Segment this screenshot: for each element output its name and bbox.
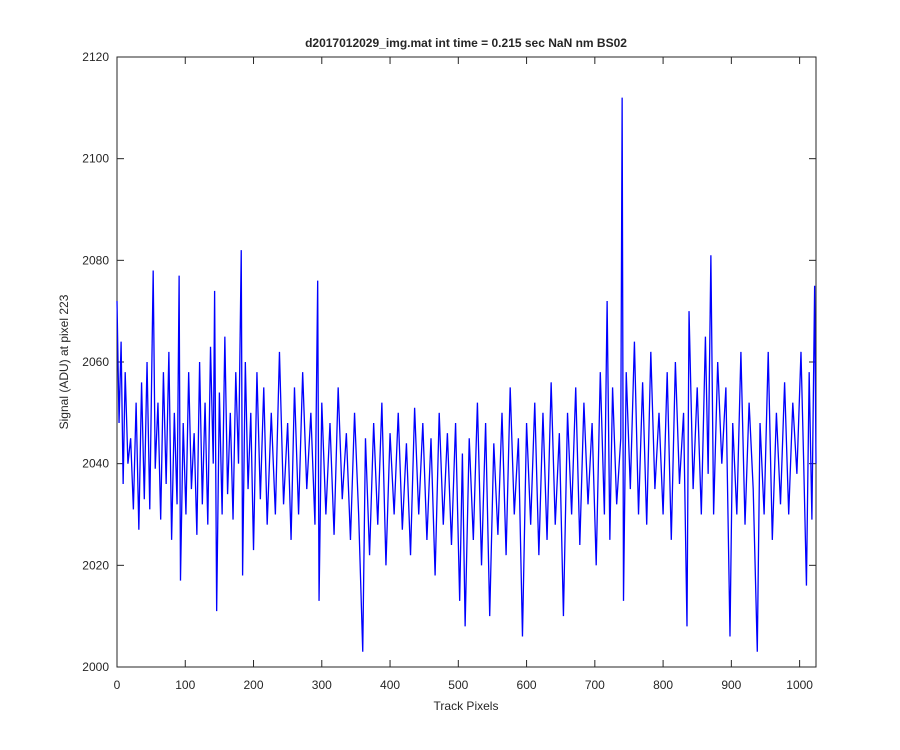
x-tick-label: 400	[380, 678, 400, 692]
y-tick-label: 2060	[82, 355, 109, 369]
chart-title: d2017012029_img.mat int time = 0.215 sec…	[305, 36, 627, 50]
y-tick-label: 2000	[82, 660, 109, 674]
y-tick-label: 2040	[82, 457, 109, 471]
x-tick-label: 600	[517, 678, 537, 692]
y-tick-label: 2080	[82, 253, 109, 267]
x-tick-label: 900	[721, 678, 741, 692]
x-tick-label: 0	[114, 678, 121, 692]
x-tick-label: 1000	[786, 678, 813, 692]
x-tick-label: 700	[585, 678, 605, 692]
y-tick-label: 2120	[82, 50, 109, 64]
data-line	[116, 97, 817, 652]
y-tick-label: 2020	[82, 558, 109, 572]
x-tick-label: 100	[175, 678, 195, 692]
x-axis-label: Track Pixels	[434, 699, 499, 713]
x-tick-label: 200	[244, 678, 264, 692]
x-tick-label: 500	[448, 678, 468, 692]
y-tick-label: 2100	[82, 152, 109, 166]
x-tick-label: 800	[653, 678, 673, 692]
x-tick-label: 300	[312, 678, 332, 692]
y-axis-label: Signal (ADU) at pixel 223	[57, 294, 71, 429]
